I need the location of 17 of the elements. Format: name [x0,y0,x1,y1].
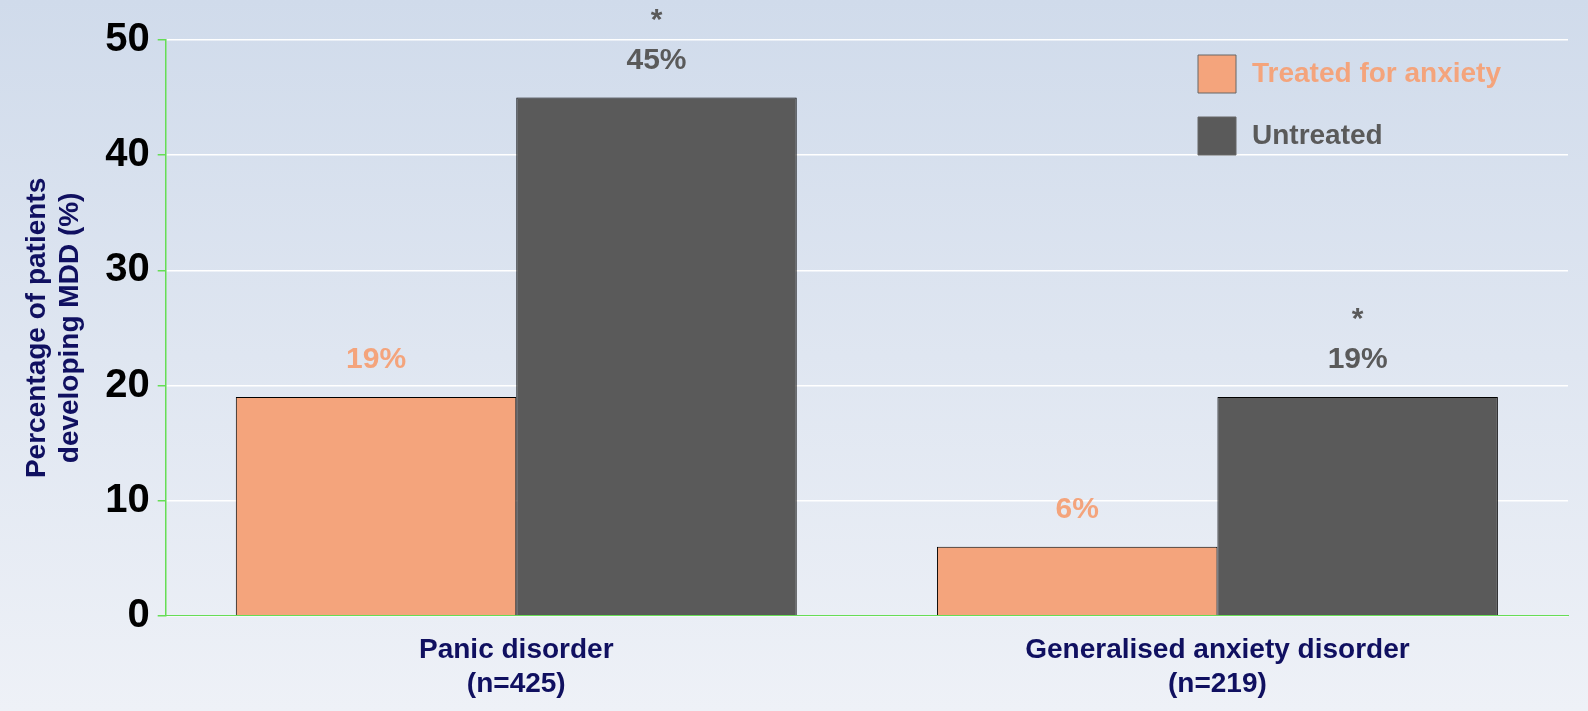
x-tick-label: Panic disorder (n=425) [419,633,614,698]
y-tick-label: 50 [105,15,150,60]
data-label: 45% [626,41,687,75]
y-tick-label: 30 [105,245,150,290]
y-tick-label: 0 [127,590,150,635]
data-label: 19% [1327,341,1388,375]
legend-label: Treated for anxiety [1252,56,1502,88]
annotation: * [1351,301,1364,335]
data-label: 19% [346,341,407,375]
legend-label: Untreated [1252,118,1383,150]
x-tick-label: Generalised anxiety disorder (n=219) [1025,633,1410,698]
y-tick-label: 10 [105,475,150,520]
data-label: 6% [1055,490,1099,524]
y-tick-label: 40 [105,130,150,175]
y-tick-label: 20 [105,360,150,405]
y-axis-title: Percentage of patients developing MDD (%) [19,177,85,479]
text: * [650,1,663,35]
